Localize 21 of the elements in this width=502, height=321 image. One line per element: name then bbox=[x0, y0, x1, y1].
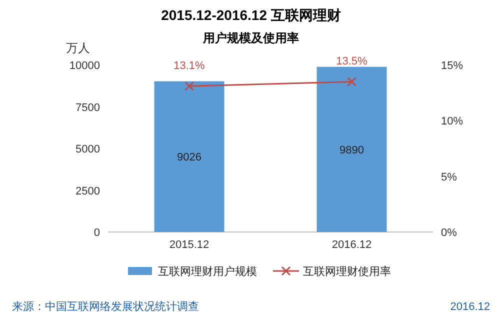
legend-label: 互联网理财使用率 bbox=[303, 265, 391, 278]
y-tick-label: 5000 bbox=[76, 144, 100, 156]
y-tick-label: 10000 bbox=[69, 60, 100, 72]
legend-label: 互联网理财用户规模 bbox=[158, 265, 257, 278]
y2-tick-label: 0% bbox=[441, 227, 458, 239]
chart-subtitle: 用户规模及使用率 bbox=[202, 31, 299, 45]
y-tick-label: 7500 bbox=[76, 102, 100, 114]
source-note: 来源：中国互联网络发展状况统计调查 bbox=[12, 300, 199, 313]
y-tick-label: 0 bbox=[94, 227, 100, 239]
x-tick-label: 2015.12 bbox=[169, 239, 210, 251]
y-axis-title: 万人 bbox=[66, 41, 90, 55]
data-label: 13.5% bbox=[336, 56, 368, 68]
y2-tick-label: 10% bbox=[441, 116, 464, 128]
data-label: 9026 bbox=[177, 152, 202, 164]
data-label: 9890 bbox=[340, 144, 364, 156]
chart-title: 2015.12-2016.12 互联网理财 bbox=[161, 7, 341, 23]
text: 2016.12 bbox=[450, 301, 490, 313]
y2-tick-label: 5% bbox=[441, 171, 458, 184]
y2-tick-label: 15% bbox=[441, 60, 464, 72]
data-label: 13.1% bbox=[174, 60, 206, 72]
y-tick-label: 2500 bbox=[76, 185, 100, 198]
